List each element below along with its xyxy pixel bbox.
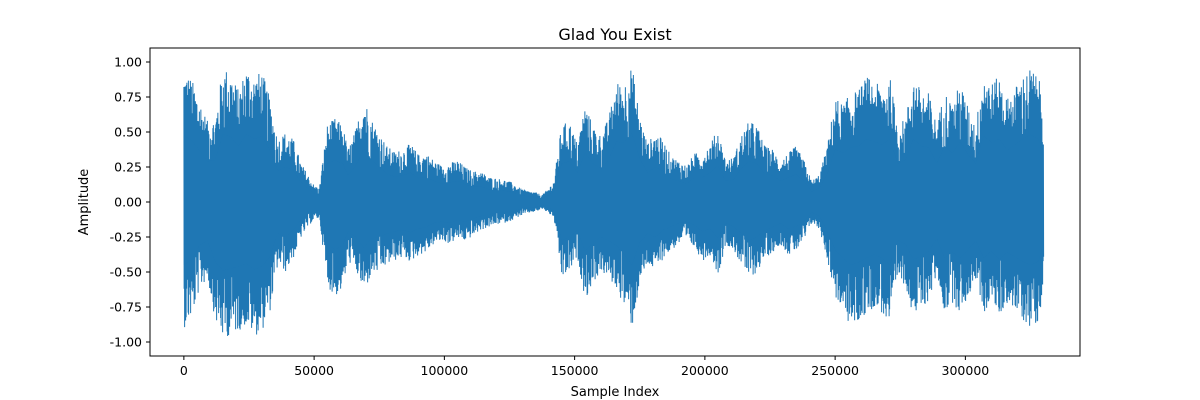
- y-tick-label: 1.00: [114, 55, 142, 70]
- x-tick-label: 100000: [421, 363, 469, 378]
- x-tick-label: 50000: [294, 363, 334, 378]
- y-tick-label: -0.25: [110, 230, 142, 245]
- x-tick-label: 0: [180, 363, 188, 378]
- y-tick-label: 0.75: [114, 90, 142, 105]
- x-tick-label: 300000: [942, 363, 990, 378]
- y-tick-label: 0.50: [114, 125, 142, 140]
- y-tick-label: -1.00: [110, 335, 142, 350]
- x-tick-label: 250000: [811, 363, 859, 378]
- y-tick-label: -0.75: [110, 300, 142, 315]
- y-axis-label: Amplitude: [77, 169, 92, 236]
- y-tick-label: -0.50: [110, 265, 142, 280]
- waveform-envelope: [183, 133, 1044, 271]
- x-axis-label: Sample Index: [571, 385, 660, 400]
- y-tick-label: 0.00: [114, 195, 142, 210]
- x-tick-label: 200000: [681, 363, 729, 378]
- plot-area: [150, 48, 1080, 356]
- x-axis-ticks: 0 50000 100000 150000 200000 250000 300000: [180, 356, 989, 378]
- y-tick-label: 0.25: [114, 160, 142, 175]
- y-axis-ticks: -1.00 -0.75 -0.50 -0.25 0.00 0.25 0.50 0.75 1.00: [110, 55, 150, 350]
- chart-title: Glad You Exist: [558, 25, 671, 44]
- x-tick-label: 150000: [551, 363, 599, 378]
